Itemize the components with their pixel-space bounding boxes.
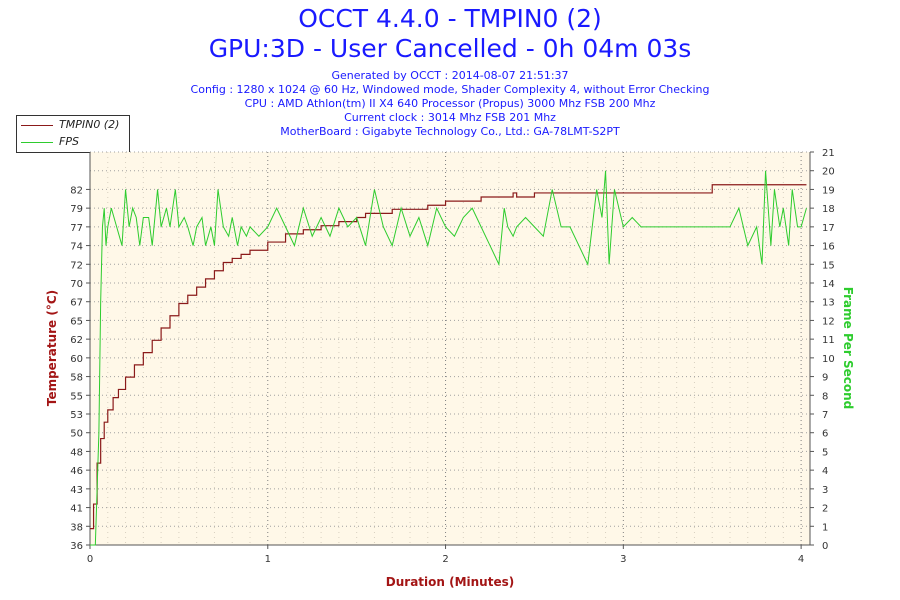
y-tick-label-right: 13	[822, 298, 835, 309]
info-cpu: CPU : AMD Athlon(tm) II X4 640 Processor…	[244, 97, 656, 110]
y-tick-label-left: 50	[70, 429, 83, 440]
y-tick-label-left: 53	[70, 410, 83, 421]
y-tick-label-right: 19	[822, 185, 835, 196]
legend-swatch-temperature	[21, 125, 53, 126]
y-tick-label-left: 74	[70, 242, 83, 253]
plot-area	[90, 152, 810, 545]
legend: TMPIN0 (2) FPS	[16, 115, 130, 153]
y-tick-label-right: 21	[822, 148, 835, 159]
x-tick-label: 4	[798, 554, 804, 565]
y-tick-label-right: 6	[822, 429, 828, 440]
y-tick-label-right: 9	[822, 373, 828, 384]
y-tick-label-right: 5	[822, 447, 828, 458]
y-tick-label-right: 11	[822, 335, 835, 346]
series-temperature-line	[90, 184, 807, 530]
y-tick-label-right: 0	[822, 541, 828, 552]
info-clock: Current clock : 3014 Mhz FSB 201 Mhz	[344, 111, 556, 124]
chart-title: OCCT 4.4.0 - TMPIN0 (2)	[298, 4, 602, 33]
y-tick-label-right: 7	[822, 410, 828, 421]
y-tick-label-left: 48	[70, 447, 83, 458]
y-tick-label-right: 20	[822, 167, 835, 178]
y-tick-label-left: 55	[70, 391, 83, 402]
legend-label-fps: FPS	[59, 135, 79, 148]
x-tick-label: 3	[620, 554, 626, 565]
y-axis-title-right: Frame Per Second	[841, 287, 855, 410]
y-tick-label-right: 12	[822, 316, 835, 327]
y-tick-label-right: 1	[822, 522, 828, 533]
y-tick-label-right: 14	[822, 279, 835, 290]
y-tick-label-left: 60	[70, 354, 83, 365]
chart-subtitle: GPU:3D - User Cancelled - 0h 04m 03s	[208, 34, 692, 63]
x-tick-label: 0	[87, 554, 93, 565]
series-fps-line	[90, 170, 807, 546]
y-tick-label-left: 38	[70, 522, 83, 533]
y-tick-label-left: 79	[70, 204, 83, 215]
x-tick-label: 1	[265, 554, 271, 565]
x-tick-label: 2	[442, 554, 448, 565]
y-tick-label-left: 70	[70, 279, 83, 290]
y-tick-label-right: 10	[822, 354, 835, 365]
legend-swatch-fps	[21, 142, 53, 143]
info-motherboard: MotherBoard : Gigabyte Technology Co., L…	[280, 125, 620, 138]
y-tick-label-right: 2	[822, 504, 828, 515]
y-tick-label-left: 41	[70, 504, 83, 515]
y-tick-label-left: 43	[70, 485, 83, 496]
y-tick-label-left: 58	[70, 373, 83, 384]
y-tick-label-left: 67	[70, 298, 83, 309]
y-tick-label-right: 17	[822, 223, 835, 234]
y-tick-label-left: 72	[70, 260, 83, 271]
y-tick-label-right: 18	[822, 204, 835, 215]
y-tick-label-right: 4	[822, 466, 828, 477]
info-config: Config : 1280 x 1024 @ 60 Hz, Windowed m…	[190, 83, 710, 96]
y-tick-label-right: 16	[822, 242, 835, 253]
y-tick-label-left: 82	[70, 185, 83, 196]
y-tick-label-left: 62	[70, 335, 83, 346]
y-tick-label-left: 77	[70, 223, 83, 234]
legend-label-temperature: TMPIN0 (2)	[59, 118, 120, 131]
y-tick-label-right: 15	[822, 260, 835, 271]
y-tick-label-right: 3	[822, 485, 828, 496]
x-axis-title: Duration (Minutes)	[386, 575, 514, 589]
y-tick-label-right: 8	[822, 391, 828, 402]
y-tick-label-left: 65	[70, 316, 83, 327]
y-tick-label-left: 36	[70, 541, 83, 552]
y-tick-label-left: 46	[70, 466, 83, 477]
y-axis-title-left: Temperature (°C)	[45, 290, 59, 406]
info-generated: Generated by OCCT : 2014-08-07 21:51:37	[331, 69, 569, 82]
